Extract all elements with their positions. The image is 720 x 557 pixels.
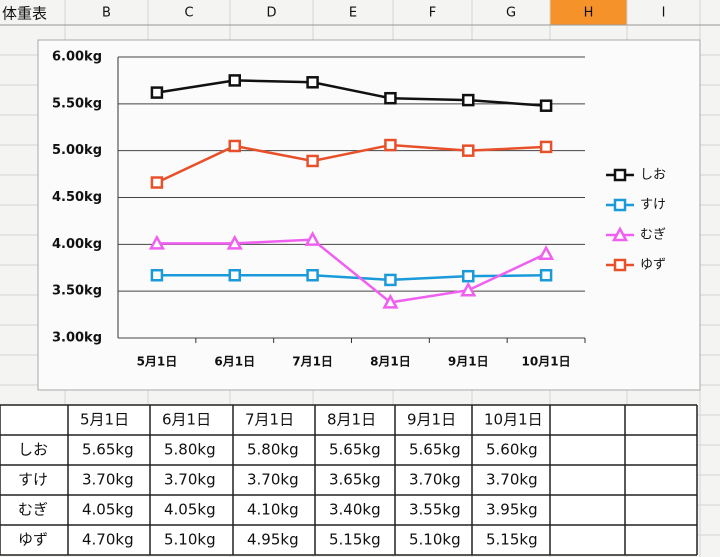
series-line	[156, 238, 547, 304]
table-cell: 3.70kg	[247, 471, 299, 489]
table-header: 7月1日	[245, 411, 294, 429]
point	[150, 268, 164, 282]
point	[460, 281, 477, 297]
table-header: 9月1日	[407, 411, 456, 429]
table-cell: 4.70kg	[82, 531, 134, 549]
table-cell: 5.65kg	[329, 441, 381, 459]
point	[306, 268, 319, 282]
point	[384, 138, 397, 152]
point	[228, 139, 241, 153]
legend-marker	[611, 226, 629, 242]
x-tick-label: 7月1日	[292, 355, 333, 369]
point	[150, 86, 164, 99]
point	[462, 269, 475, 283]
column-header: F	[429, 6, 436, 21]
point	[228, 74, 241, 87]
table-cell: 3.95kg	[486, 501, 538, 519]
column-header: E	[349, 6, 357, 21]
point	[539, 140, 553, 154]
x-tick-label: 10月1日	[522, 355, 571, 369]
table-cell: 3.55kg	[409, 501, 461, 519]
table-cell: 3.70kg	[486, 471, 538, 489]
chart-area	[37, 39, 701, 391]
legend-label: しお	[640, 168, 666, 183]
point	[537, 245, 555, 260]
point	[382, 293, 399, 309]
table-cell: 3.70kg	[82, 471, 134, 489]
column-header: D	[266, 6, 276, 21]
y-tick-label: 4.00kg	[52, 237, 102, 252]
column-header: H	[584, 6, 594, 21]
table-header: 5月1日	[80, 411, 129, 429]
y-tick-label: 5.00kg	[52, 143, 102, 158]
point	[462, 93, 475, 107]
point	[539, 99, 553, 112]
y-tick-label: 3.50kg	[52, 284, 102, 299]
table-cell: 4.05kg	[164, 501, 216, 519]
y-tick-label: 4.50kg	[52, 190, 102, 205]
table-cell: 5.60kg	[486, 441, 538, 459]
table-cell: 4.05kg	[82, 501, 134, 519]
table-header: 8月1日	[327, 411, 376, 429]
column-header: B	[102, 6, 111, 21]
legend-marker	[613, 198, 627, 212]
row-header: しお	[18, 441, 48, 459]
table-cell: 3.65kg	[329, 471, 381, 489]
point	[226, 234, 243, 250]
x-tick-label: 8月1日	[370, 355, 411, 369]
y-tick-label: 5.50kg	[52, 96, 102, 111]
point	[306, 76, 319, 89]
series-line	[156, 273, 547, 282]
x-tick-label: 5月1日	[137, 355, 178, 369]
x-tick-label: 6月1日	[214, 355, 255, 369]
table-cell: 4.95kg	[247, 531, 299, 549]
table-cell: 3.70kg	[409, 471, 461, 489]
legend-marker	[613, 258, 627, 272]
table-cell: 5.80kg	[164, 441, 216, 459]
table-cell: 5.80kg	[247, 441, 299, 459]
table-cell: 5.15kg	[329, 531, 381, 549]
table-cell: 4.10kg	[247, 501, 299, 519]
legend-label: すけ	[640, 198, 666, 213]
point	[306, 154, 319, 168]
row-header: むぎ	[18, 501, 48, 519]
point	[539, 268, 553, 282]
y-tick-label: 6.00kg	[52, 50, 102, 65]
column-header: G	[506, 6, 516, 21]
table-cell: 5.15kg	[486, 531, 538, 549]
y-tick-label: 3.00kg	[52, 331, 102, 346]
table-cell: 5.65kg	[82, 441, 134, 459]
point	[384, 273, 397, 287]
active-col-header	[550, 0, 627, 25]
legend-label: むぎ	[640, 228, 666, 243]
table-bg	[0, 405, 697, 555]
sheet-title: 体重表	[2, 5, 47, 23]
point	[150, 176, 164, 189]
point	[462, 144, 475, 157]
row-header: ゆず	[18, 531, 48, 549]
series-line	[156, 143, 547, 184]
legend-label: ゆず	[640, 258, 666, 273]
table-cell: 5.65kg	[409, 441, 461, 459]
column-header: I	[662, 6, 666, 21]
table-header: 10月1日	[484, 411, 543, 429]
row-header: すけ	[18, 471, 48, 489]
point	[384, 91, 397, 105]
point	[304, 231, 321, 246]
table-cell: 3.70kg	[164, 471, 216, 489]
x-tick-label: 9月1日	[448, 355, 489, 369]
table-cell: 5.10kg	[409, 531, 461, 549]
point	[148, 234, 166, 250]
point	[228, 268, 241, 282]
table-cell: 5.10kg	[164, 531, 216, 549]
legend-marker	[613, 168, 627, 182]
column-header: C	[184, 6, 193, 21]
series-line	[156, 79, 547, 107]
table-header: 6月1日	[162, 411, 211, 429]
table-cell: 3.40kg	[329, 501, 381, 519]
